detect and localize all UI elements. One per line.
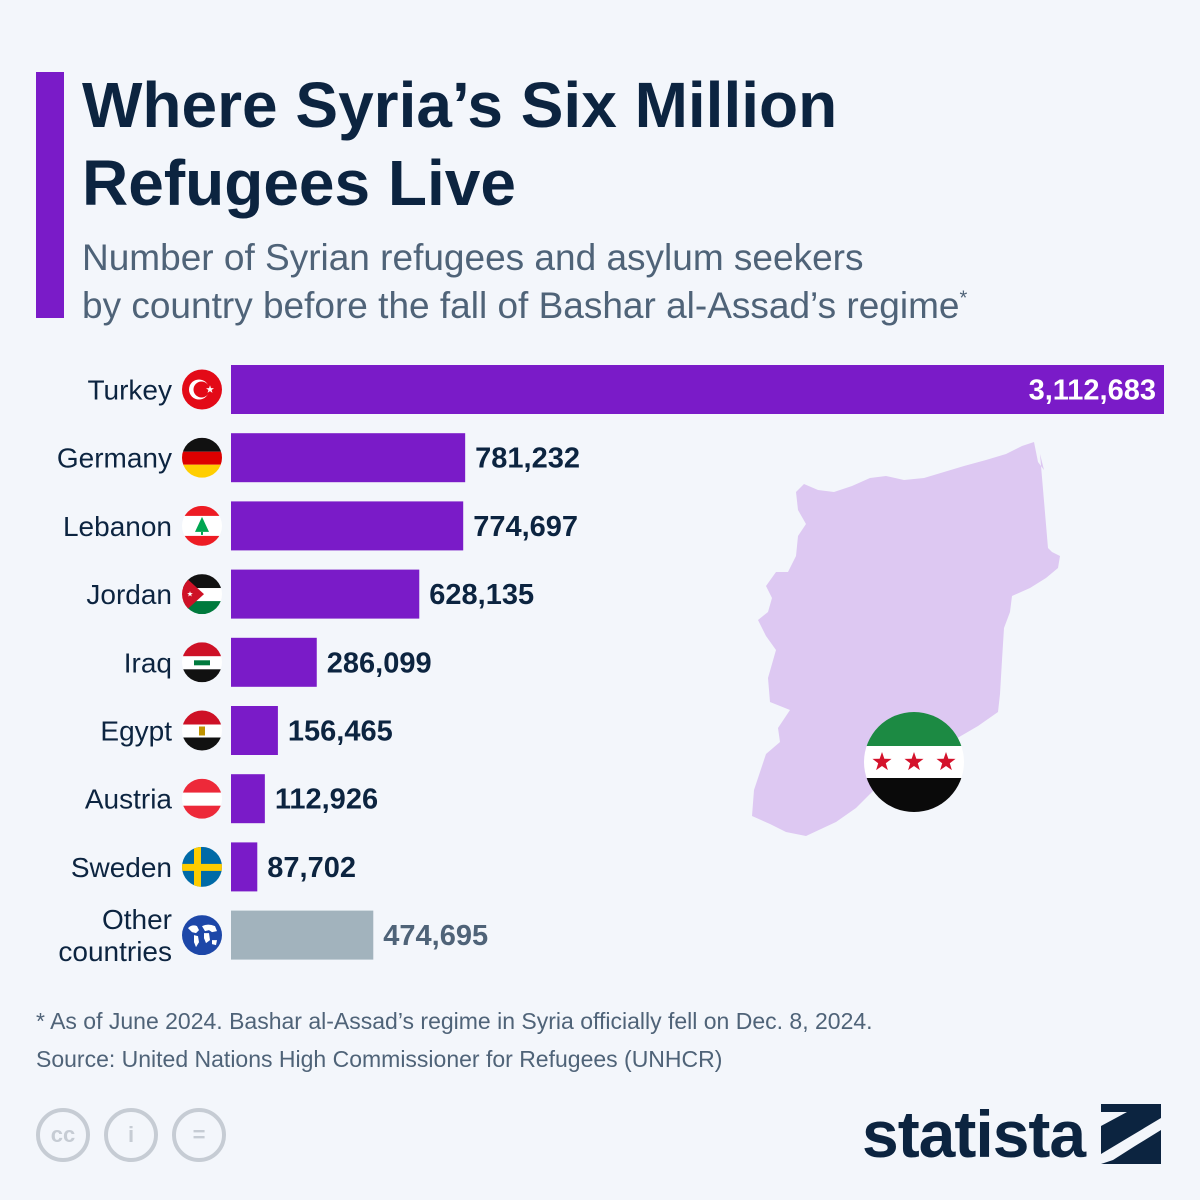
category-label-jordan: Jordan — [86, 579, 172, 610]
chart-rows: Turkey 3,112,683 Germany 781,232 Lebanon 774,… — [57, 365, 1164, 967]
bar-iraq — [231, 637, 317, 687]
category-label-egypt: Egypt — [100, 716, 172, 747]
bar-egypt — [231, 706, 278, 755]
value-label-jordan: 628,135 — [429, 579, 534, 611]
bar-germany — [231, 433, 466, 483]
iraq-flag-icon — [182, 642, 222, 683]
value-label-turkey: 3,112,683 — [1029, 375, 1156, 407]
lebanon-flag-icon — [182, 505, 222, 546]
value-label-egypt: 156,465 — [288, 716, 393, 748]
bar-austria — [231, 774, 265, 824]
bar-jordan — [231, 569, 420, 619]
bar-sweden — [231, 842, 258, 892]
title-accent-bar — [36, 72, 64, 318]
page-subtitle: Number of Syrian refugees and asylum see… — [82, 234, 967, 330]
page-title: Where Syria’s Six Million Refugees Live — [82, 66, 837, 222]
footnote-note: * As of June 2024. Bashar al-Assad’s reg… — [36, 1008, 873, 1034]
subtitle-line-2: by country before the fall of Bashar al-… — [82, 282, 967, 330]
category-label-austria: Austria — [85, 784, 173, 815]
jordan-flag-icon — [182, 574, 222, 615]
value-label-germany: 781,232 — [475, 443, 580, 475]
syria-map-icon — [752, 442, 1060, 836]
bar-lebanon — [231, 501, 464, 551]
value-label-other-countries: 474,695 — [383, 920, 488, 952]
turkey-flag-icon — [182, 369, 222, 410]
statista-logo-icon — [1101, 1104, 1162, 1164]
austria-flag-icon — [182, 778, 222, 819]
cc-icon: cc — [36, 1108, 90, 1162]
footnote-source: Source: United Nations High Commissioner… — [36, 1046, 723, 1072]
footnote: * As of June 2024. Bashar al-Assad’s reg… — [36, 1002, 873, 1078]
brand-name: statista — [862, 1097, 1086, 1171]
category-label-germany: Germany — [57, 443, 172, 474]
refugees-bar-chart: Turkey 3,112,683 Germany 781,232 Lebanon 774,… — [57, 365, 1164, 967]
license-icons: cc i = — [36, 1108, 226, 1162]
value-label-iraq: 286,099 — [327, 647, 432, 679]
attribution-icon: i — [104, 1108, 158, 1162]
category-label-sweden: Sweden — [71, 852, 172, 883]
bar-turkey — [231, 365, 1164, 414]
bar-other-countries — [231, 910, 374, 960]
subtitle-line-2-text: by country before the fall of Bashar al-… — [82, 285, 960, 326]
subtitle-footnote-mark: * — [959, 287, 968, 310]
world-globe-icon — [182, 915, 222, 956]
germany-flag-icon — [182, 437, 222, 478]
sweden-flag-icon — [182, 846, 222, 887]
value-label-sweden: 87,702 — [267, 852, 356, 884]
no-derivatives-icon: = — [172, 1108, 226, 1162]
category-label-lebanon: Lebanon — [63, 511, 172, 542]
title-line-1: Where Syria’s Six Million — [82, 69, 838, 141]
value-label-lebanon: 774,697 — [473, 511, 578, 543]
egypt-flag-icon — [182, 710, 222, 751]
subtitle-line-1: Number of Syrian refugees and asylum see… — [82, 237, 864, 278]
value-label-austria: 112,926 — [275, 784, 378, 816]
statista-logo: statista — [862, 1097, 1162, 1171]
title-line-2: Refugees Live — [82, 147, 516, 219]
category-label-other-countries: Other countries — [58, 904, 172, 967]
category-label-iraq: Iraq — [124, 647, 172, 678]
category-label-turkey: Turkey — [87, 375, 172, 406]
syrian-independence-flag-icon — [864, 712, 964, 812]
